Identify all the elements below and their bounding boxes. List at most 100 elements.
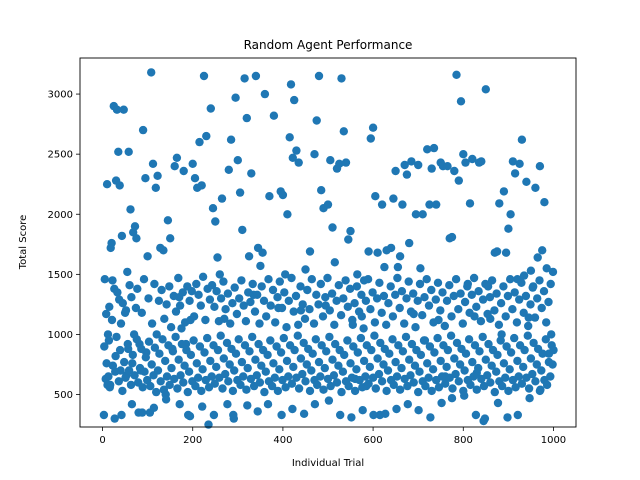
data-point (517, 379, 527, 388)
data-point (118, 386, 127, 396)
data-point (459, 150, 468, 159)
data-point (267, 381, 277, 391)
data-point (339, 127, 348, 136)
data-point (251, 71, 261, 81)
data-point (532, 360, 541, 369)
data-point (528, 283, 537, 292)
data-point (117, 410, 126, 420)
data-point (370, 331, 379, 340)
data-point (152, 387, 161, 397)
data-point (224, 165, 233, 174)
data-point (209, 410, 219, 420)
data-point (259, 296, 269, 305)
data-point (517, 278, 526, 287)
data-point (305, 386, 315, 396)
data-point (200, 348, 209, 357)
data-point (425, 200, 434, 209)
data-point (391, 166, 400, 176)
data-point (131, 303, 141, 313)
data-point (250, 307, 260, 316)
data-point (428, 365, 438, 374)
data-point (185, 412, 195, 421)
data-point (424, 301, 434, 310)
data-point (244, 288, 253, 297)
data-point (146, 381, 155, 391)
data-point (525, 394, 534, 403)
data-point (115, 345, 125, 355)
data-point (523, 331, 532, 340)
data-point (102, 309, 111, 319)
data-point (162, 300, 171, 309)
data-point (290, 345, 299, 355)
data-point (196, 301, 205, 310)
data-point (302, 360, 311, 369)
data-point (512, 318, 522, 327)
data-point (479, 381, 489, 391)
data-point (123, 339, 132, 349)
data-point (528, 369, 537, 379)
data-point (163, 216, 173, 225)
data-point (499, 359, 509, 368)
data-point (350, 299, 359, 308)
data-point (350, 386, 360, 396)
data-point (392, 372, 402, 381)
data-point (320, 363, 329, 373)
data-point (505, 365, 514, 374)
data-point (328, 223, 337, 232)
data-point (384, 299, 393, 308)
data-point (477, 157, 486, 166)
data-point (445, 281, 454, 290)
data-point (402, 170, 412, 179)
data-point (409, 289, 418, 298)
data-point (219, 277, 228, 286)
data-point (222, 338, 232, 348)
data-point (118, 299, 128, 308)
data-point (223, 400, 232, 409)
data-point (198, 272, 208, 281)
data-point (389, 380, 398, 390)
data-point (108, 276, 117, 285)
data-point (452, 70, 461, 80)
data-point (343, 336, 352, 345)
data-point (212, 362, 221, 372)
data-point (535, 276, 544, 285)
data-point (501, 373, 510, 382)
data-point (141, 353, 150, 362)
data-point (99, 410, 109, 420)
data-point (346, 359, 355, 368)
data-point (541, 335, 550, 344)
data-point (389, 194, 398, 203)
data-point (307, 366, 316, 375)
data-point (119, 105, 128, 114)
data-point (137, 344, 146, 354)
data-point (308, 349, 317, 358)
data-point (180, 318, 190, 327)
data-point (316, 372, 325, 381)
data-point (296, 354, 306, 363)
data-point (289, 362, 298, 372)
data-point (193, 373, 203, 382)
data-point (469, 273, 479, 283)
data-point (354, 307, 364, 316)
data-point (116, 319, 126, 328)
data-point (403, 400, 412, 409)
data-point (414, 160, 423, 170)
data-point (400, 160, 409, 170)
data-point (207, 372, 216, 381)
data-point (474, 287, 483, 296)
data-point (506, 275, 515, 284)
data-point (103, 380, 112, 390)
data-point (496, 299, 506, 308)
data-point (206, 356, 215, 366)
data-point (400, 319, 409, 328)
x-tick-label: 1000 (541, 435, 566, 446)
data-point (242, 113, 251, 123)
data-point (191, 381, 200, 391)
data-point (111, 367, 120, 376)
data-point (151, 183, 160, 192)
data-point (102, 359, 111, 368)
data-point (403, 381, 412, 391)
data-point (226, 135, 236, 144)
data-point (537, 366, 546, 375)
data-point (170, 374, 179, 384)
